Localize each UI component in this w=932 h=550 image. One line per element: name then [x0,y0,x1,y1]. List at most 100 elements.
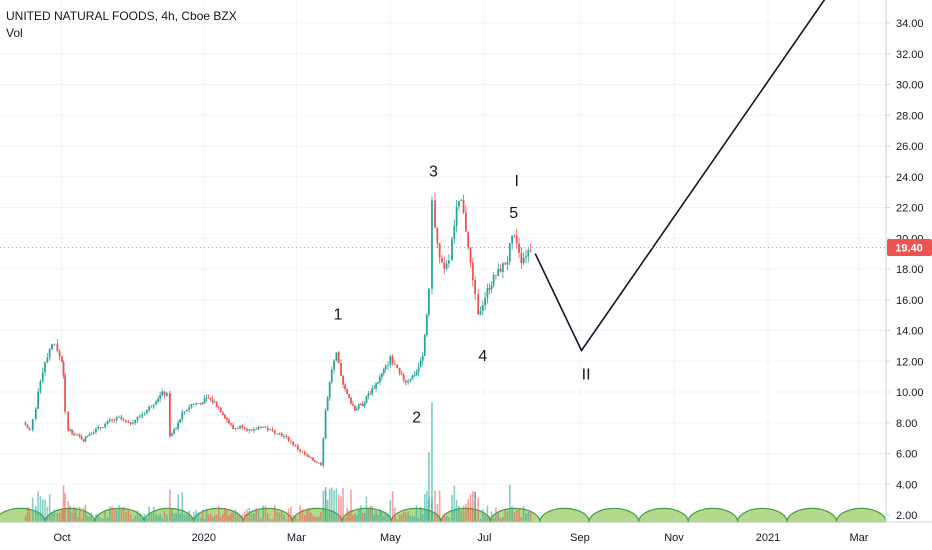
volume-bar [111,506,113,522]
candle-body [511,235,514,244]
volume-bar [396,518,399,522]
candle-body [259,427,262,428]
volume-bar [219,516,222,522]
volume-bar [460,510,463,522]
volume-arc [737,507,788,523]
candle-body [48,349,51,358]
candle-body [101,427,104,429]
candle-body [479,310,482,315]
candle-body [188,407,191,410]
volume-bar [299,505,301,522]
candle-body [138,416,141,418]
candle-body [192,403,195,405]
symbol-title[interactable]: UNITED NATURAL FOODS, 4h, Cboe BZX [6,9,237,23]
candle-body [355,408,358,411]
volume-bar [301,509,304,522]
volume-bar [44,499,46,522]
candle-body [311,457,314,461]
volume-bar [495,507,497,522]
candle-body [243,427,246,430]
volume-bar [80,518,83,522]
volume-bar [359,505,362,522]
candle-body [58,351,61,357]
volume-bar [122,506,125,522]
volume-bar [266,513,269,522]
candle-body [175,428,177,430]
volume-bar [297,518,299,522]
volume-bar [409,515,412,522]
volume-bar [56,512,59,522]
candle-body [74,434,77,436]
price-axis[interactable]: 2.00 4.00 6.00 8.00 10.00 12.00 14.00 16.00 18.0… [886,18,924,522]
candle-body [248,429,251,431]
volume-bar [253,513,255,522]
volume-bar [525,513,527,522]
volume-bar [436,503,439,522]
candle-body [179,419,182,423]
candle-body [31,419,34,431]
candle-body [320,462,322,466]
candle-body [111,419,113,421]
candle-body [236,428,239,430]
volume-bar [434,490,436,522]
volume-bar [484,515,486,522]
candle-body [97,427,100,429]
volume-bar [152,507,155,522]
candle-body [328,382,331,398]
candle-body [61,356,63,362]
price-tick-label: 8.00 [896,418,917,430]
candle-body [113,419,116,421]
candle-body [239,425,241,429]
volume-bar [404,512,407,522]
candle-body [86,435,89,437]
candle-body [527,250,530,257]
volume-bar [340,496,342,522]
volume-arc [835,507,887,523]
volume-bar [352,514,354,522]
candle-body [67,411,70,431]
candle-body [413,375,416,377]
price-tick-label: 24.00 [896,172,924,184]
candle-body [106,421,109,424]
candle-body [41,372,44,382]
volume-bar [387,513,389,522]
candle-body [127,421,130,423]
time-axis[interactable]: Oct 2020 Mar May Jul Sep Nov 2021 Mar [53,532,868,544]
candle-body [62,361,65,376]
volume-bar [58,512,61,522]
candle-body [290,440,292,442]
volume-bar [241,514,244,522]
candle-body [69,429,71,431]
volume-bar [260,517,262,522]
volume-bar [183,514,186,522]
candle-body [326,397,329,411]
candle-body [462,199,465,213]
volume-bar [499,518,502,522]
volume-bar [292,514,295,522]
price-tick-label: 16.00 [896,295,924,307]
volume-bar [290,506,292,522]
candle-body [299,449,302,452]
volume-bar [413,516,416,522]
candle-body [190,404,193,408]
candle-body [253,429,255,431]
candle-body [64,375,66,412]
wave-label-ii: II [582,367,591,384]
volume-bar [46,506,49,522]
volume-bar [453,485,456,522]
candle-body [132,422,134,424]
volume-indicator-label[interactable]: Vol [6,26,23,40]
candle-body [402,374,405,381]
candle-body [76,434,79,436]
candle-body [44,362,46,373]
volume-bar [67,501,69,522]
candle-body [417,367,420,373]
volume-bar [159,513,161,522]
volume-bar [141,517,143,522]
volume-bar [257,510,260,522]
candle-body [398,367,401,374]
candle-body [280,433,283,437]
volume-bar [224,507,226,522]
candle-body [344,384,347,390]
